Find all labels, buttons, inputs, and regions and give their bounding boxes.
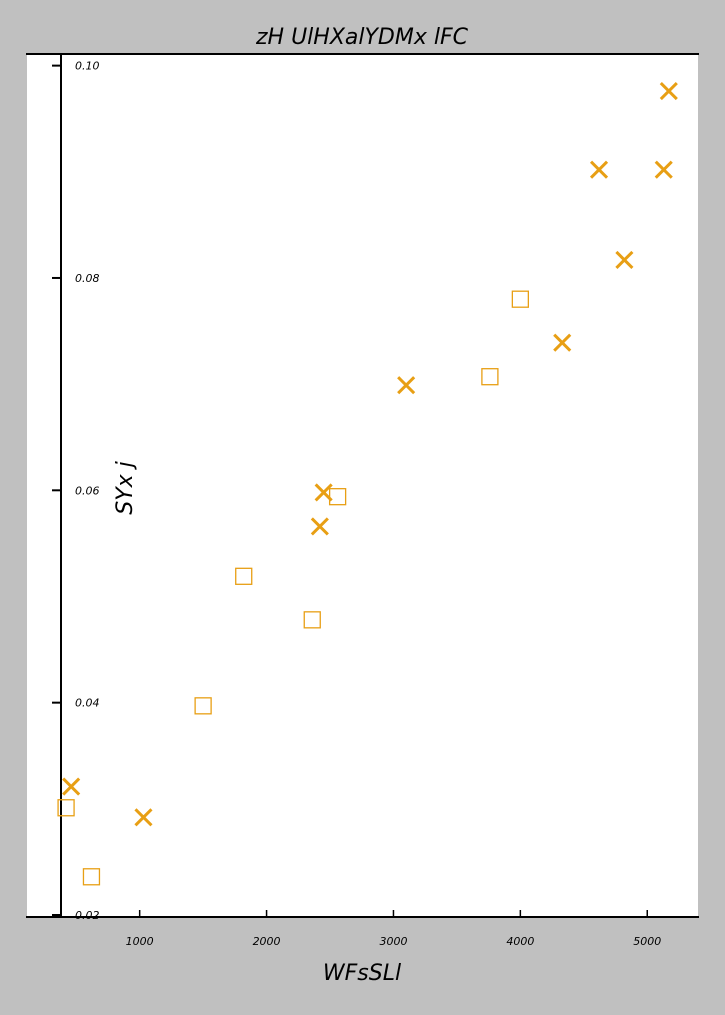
cross-point [615,250,634,269]
x-tick-label: 5000 [633,935,661,948]
y-axis-title: SYx j [113,460,138,514]
y-tick-label: 0.02 [75,909,100,922]
y-tick-label: 0.04 [75,697,100,710]
x-tick-label: 2000 [253,935,281,948]
x-tick-label: 4000 [506,935,534,948]
cross-point [62,777,81,796]
square-point [57,799,75,817]
chart-title: zH UlHXalYDMx lFC [255,25,469,50]
x-axis-title: WFsSLl [323,961,401,986]
y-tick-label: 0.08 [75,272,100,285]
square-point [82,868,101,886]
cross-point [314,483,333,502]
cross-point [654,160,673,179]
x-tick-label: 3000 [379,935,407,948]
plot-background [27,55,698,917]
cross-point [134,808,153,827]
square-point [511,290,530,308]
x-tick-label: 1000 [126,935,154,948]
cross-point [659,82,678,101]
data-points [57,82,678,886]
cross-point [553,333,572,352]
square-point [481,368,499,386]
y-tick-label: 0.06 [75,484,100,497]
square-point [194,697,212,715]
square-point [303,611,321,629]
cross-point [310,517,329,536]
x-axis-ticks: 1000 2000 3000 4000 5000 [126,910,661,948]
cross-point [589,160,609,179]
cross-point [397,376,416,395]
y-axis-ticks: 0.02 0.04 0.06 0.08 0.10 [52,60,100,922]
y-tick-label: 0.10 [75,60,100,73]
square-point [235,567,253,585]
